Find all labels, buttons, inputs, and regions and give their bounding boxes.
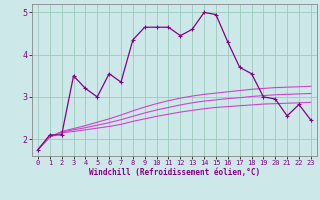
- X-axis label: Windchill (Refroidissement éolien,°C): Windchill (Refroidissement éolien,°C): [89, 168, 260, 177]
